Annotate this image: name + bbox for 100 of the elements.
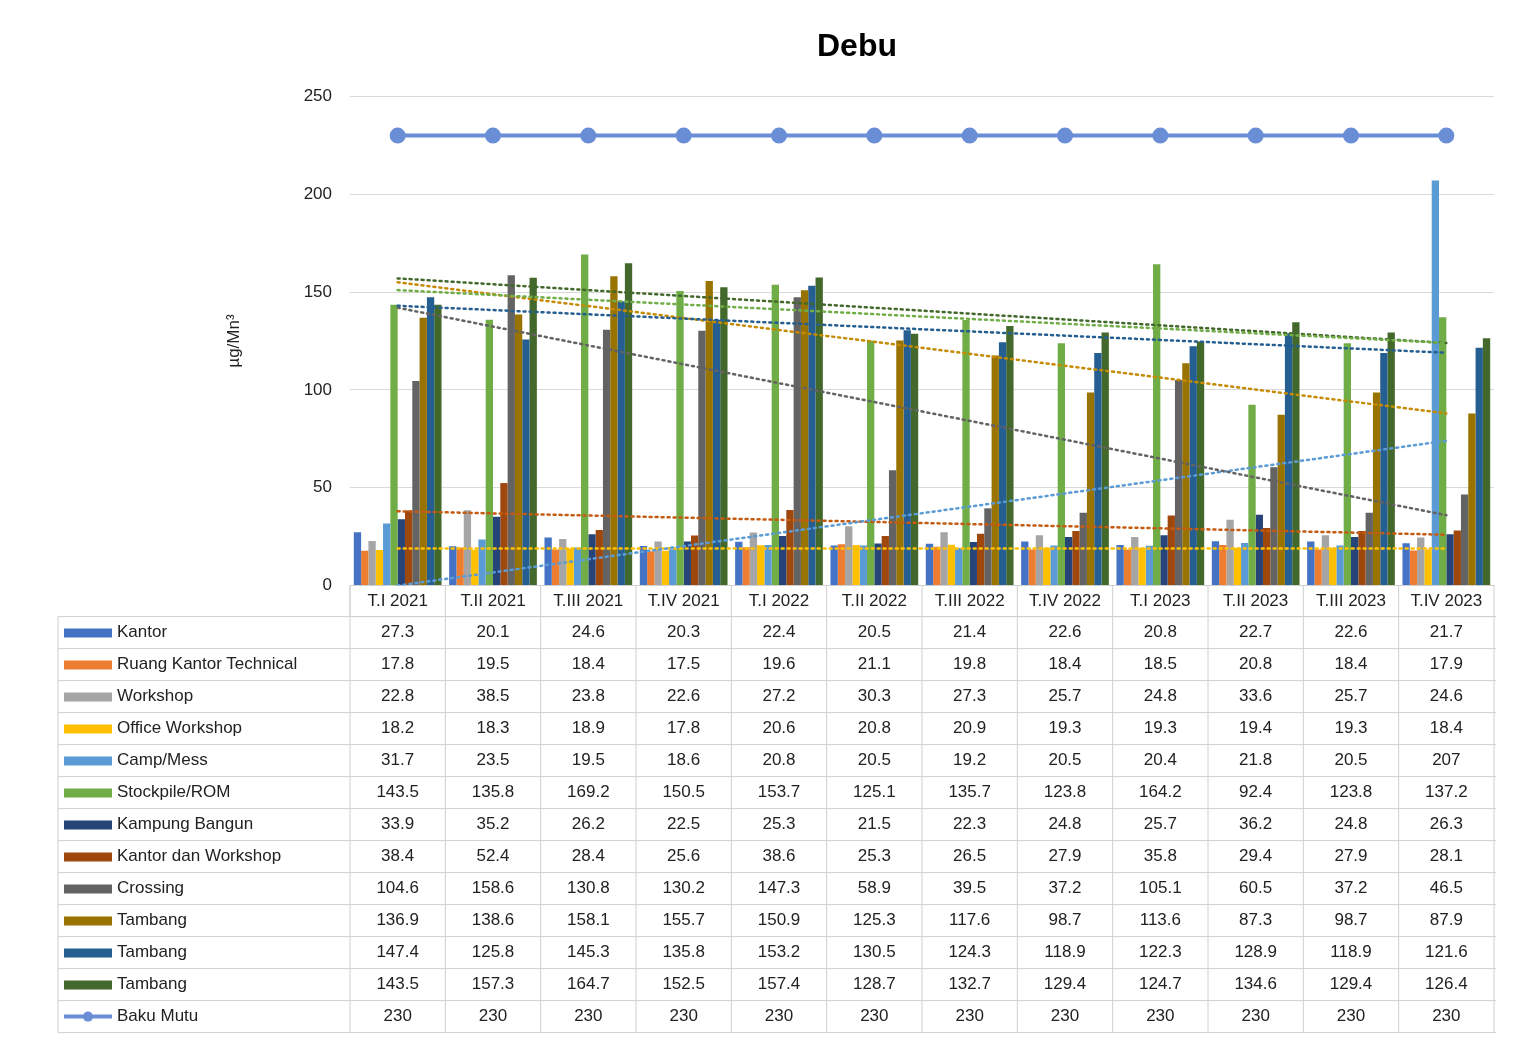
data-label: 104.6 — [376, 878, 419, 898]
x-tick-label: T.I 2022 — [748, 591, 810, 611]
data-label: 22.5 — [667, 814, 701, 834]
bar — [368, 540, 376, 586]
bar — [1145, 545, 1154, 586]
data-label: 132.7 — [948, 974, 991, 994]
bar — [1065, 537, 1073, 586]
data-label: 118.9 — [1330, 942, 1372, 962]
bar — [500, 483, 508, 586]
bar — [830, 545, 838, 586]
data-label: 230 — [1241, 1006, 1270, 1026]
bar — [1057, 343, 1065, 586]
data-label: 158.1 — [567, 910, 610, 930]
data-label: 98.7 — [1048, 910, 1082, 930]
bar — [1219, 544, 1227, 586]
bar — [361, 550, 369, 586]
bar — [800, 290, 809, 586]
bar — [888, 470, 897, 586]
data-label: 19.3 — [1048, 718, 1082, 738]
data-label: 19.2 — [953, 750, 987, 770]
data-label: 22.8 — [381, 686, 415, 706]
bar — [522, 339, 530, 586]
data-label: 19.8 — [953, 654, 987, 674]
data-label: 26.3 — [1429, 814, 1463, 834]
data-label: 24.8 — [1334, 814, 1368, 834]
data-label: 19.4 — [1239, 718, 1273, 738]
bar — [1475, 347, 1483, 586]
bar — [1380, 352, 1388, 586]
data-label: 125.3 — [853, 910, 896, 930]
bar — [1402, 543, 1410, 586]
x-tick-label: T.III 2022 — [934, 591, 1005, 611]
bar — [1321, 535, 1330, 586]
data-label: 123.8 — [1329, 782, 1373, 802]
data-label: 164.2 — [1139, 782, 1182, 802]
data-label: 98.7 — [1334, 910, 1368, 930]
data-label: 113.6 — [1139, 910, 1181, 930]
data-label: 39.5 — [953, 878, 987, 898]
data-label: 125.1 — [853, 782, 896, 802]
bar — [867, 340, 875, 586]
bar — [1277, 414, 1285, 586]
data-label: 17.8 — [667, 718, 701, 738]
data-label: 30.3 — [857, 686, 891, 706]
legend-label: Camp/Mess — [117, 750, 208, 770]
data-label: 24.6 — [1429, 686, 1463, 706]
data-label: 24.8 — [1048, 814, 1082, 834]
data-label: 150.5 — [662, 782, 705, 802]
bar — [976, 533, 985, 586]
data-label: 169.2 — [567, 782, 610, 802]
data-label: 124.3 — [948, 942, 991, 962]
data-label: 135.8 — [471, 782, 515, 802]
data-label: 118.9 — [1044, 942, 1086, 962]
data-label: 22.7 — [1239, 622, 1273, 642]
legend-label: Ruang Kantor Technical — [117, 654, 298, 674]
legend-label: Workshop — [117, 686, 194, 706]
bar — [925, 543, 934, 586]
legend-label: Tambang — [117, 942, 187, 962]
legend-label: Kantor dan Workshop — [117, 846, 282, 866]
data-label: 19.5 — [571, 750, 605, 770]
data-label: 153.2 — [757, 942, 801, 962]
bar — [383, 523, 391, 586]
bar — [1417, 537, 1425, 586]
data-label: 23.8 — [571, 686, 605, 706]
data-label: 20.5 — [857, 750, 891, 770]
data-label: 18.4 — [1429, 718, 1463, 738]
data-label: 25.3 — [857, 846, 891, 866]
data-label: 20.5 — [1048, 750, 1082, 770]
bar — [1035, 535, 1044, 586]
bar — [485, 319, 493, 586]
data-label: 18.4 — [571, 654, 605, 674]
y-tick-label: 250 — [303, 86, 332, 106]
data-label: 20.3 — [667, 622, 701, 642]
bar — [412, 380, 420, 586]
bar — [1072, 531, 1080, 586]
data-label: 60.5 — [1239, 878, 1273, 898]
data-label: 157.3 — [471, 974, 515, 994]
data-label: 230 — [1050, 1006, 1080, 1026]
bar — [654, 541, 662, 586]
data-label: 230 — [574, 1006, 603, 1026]
x-tick-label: T.II 2022 — [841, 591, 907, 611]
bar — [353, 532, 362, 586]
legend-label: Crossing — [117, 878, 185, 898]
data-label: 20.8 — [1143, 622, 1177, 642]
data-label: 147.4 — [376, 942, 419, 962]
data-label: 19.3 — [1334, 718, 1368, 738]
data-label: 145.3 — [567, 942, 610, 962]
data-label: 147.3 — [757, 878, 801, 898]
data-label: 18.6 — [667, 750, 701, 770]
bar — [786, 510, 794, 586]
data-label: 117.6 — [949, 910, 991, 930]
x-tick-label: T.IV 2021 — [647, 591, 720, 611]
data-label: 20.5 — [857, 622, 891, 642]
data-label: 137.2 — [1425, 782, 1468, 802]
data-label: 20.5 — [1334, 750, 1368, 770]
x-tick-label: T.I 2023 — [1130, 591, 1191, 611]
bar — [1189, 346, 1197, 586]
bar — [551, 549, 560, 586]
data-label: 27.3 — [381, 622, 415, 642]
data-label: 87.3 — [1239, 910, 1273, 930]
bar — [1241, 542, 1249, 586]
data-label: 36.2 — [1239, 814, 1273, 834]
